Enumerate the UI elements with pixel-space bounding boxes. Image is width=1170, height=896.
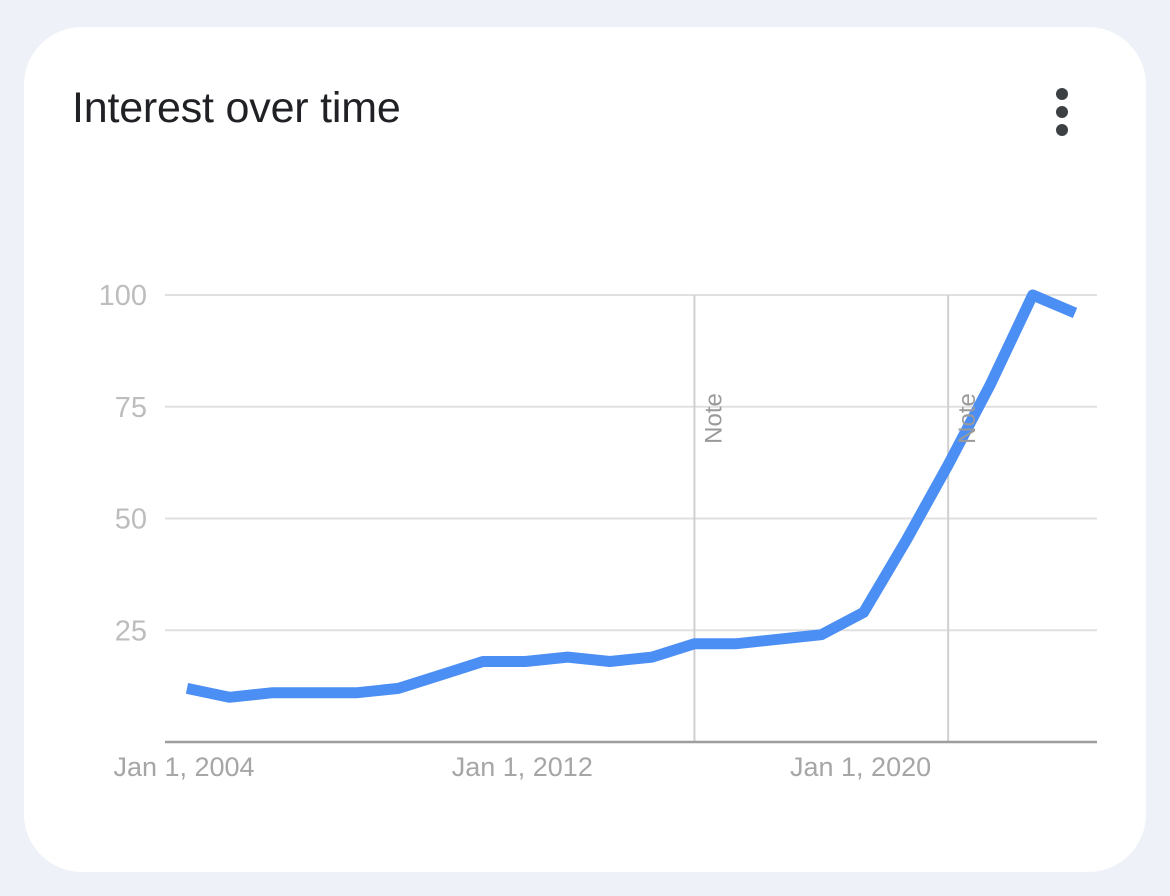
menu-dot	[1056, 124, 1068, 136]
annotation-label: Note	[954, 393, 981, 444]
x-tick-label: Jan 1, 2020	[790, 752, 931, 782]
x-tick-label: Jan 1, 2012	[452, 752, 593, 782]
more-vert-icon[interactable]	[1040, 82, 1084, 142]
y-tick-label: 100	[99, 280, 147, 312]
card-title: Interest over time	[72, 84, 401, 132]
interest-series-line	[185, 289, 1078, 703]
y-tick-label: 75	[115, 392, 147, 424]
y-tick-label: 50	[115, 504, 147, 536]
menu-dot	[1056, 106, 1068, 118]
annotation-label: Note	[700, 393, 727, 444]
menu-dot	[1056, 88, 1068, 100]
y-tick-label: 25	[115, 615, 147, 647]
x-tick-label: Jan 1, 2004	[113, 752, 254, 782]
